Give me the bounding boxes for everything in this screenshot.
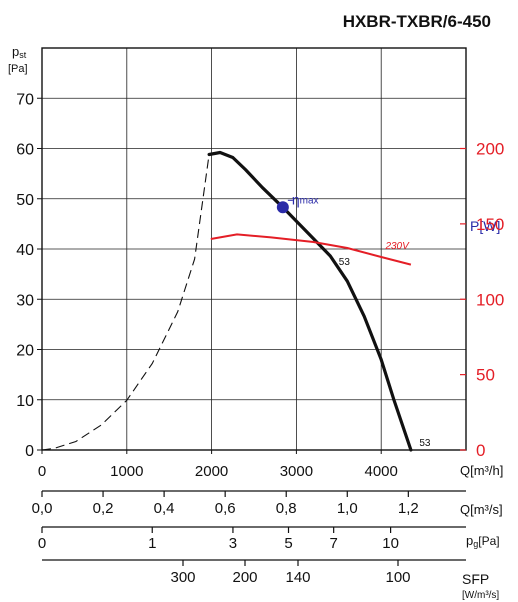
y-axis-ticks: 0 10 20 30 40 50 60 70 [16,91,42,460]
y-tick-label: 50 [16,192,34,209]
y-tick-label: 10 [16,393,34,410]
q-s-axis-ticks: 0,0 0,2 0,4 0,6 0,8 1,0 1,2 [32,491,419,517]
power-axis-label: P[W] [470,218,500,234]
pg-tick-label: 7 [329,535,337,552]
pressure-curve-unstable [41,154,210,451]
pg-tick-label: 0 [38,535,46,552]
x-axis-ticks: 0 1000 2000 3000 4000 [38,450,398,480]
q-s-tick-label: 1,0 [337,500,358,517]
eta-max-point [276,201,289,214]
x-axis-label: Q[m³/h] [460,463,503,478]
grid [42,48,466,450]
sfp-axis-unit: [W/m³/s] [462,590,499,601]
x-tick-label: 0 [38,463,46,480]
curves [41,150,413,452]
x-tick-label: 3000 [280,463,313,480]
x-tick-label: 2000 [195,463,228,480]
curve-end-label: 53 [419,438,431,449]
q-s-axis-label: Q[m³/s] [460,502,503,517]
chart-title: HXBR-TXBR/6-450 [343,12,491,31]
pg-axis-label: pg[Pa] [466,533,500,549]
eta-max-label: ηmax [292,191,319,207]
q-s-tick-label: 1,2 [398,500,419,517]
y-tick-label: 60 [16,142,34,159]
sfp-tick-label: 100 [385,569,410,586]
power-curve-label: 230V [384,241,410,252]
y-axis-unit: [Pa] [8,63,28,75]
curve-label: 53 [339,257,351,268]
sfp-tick-label: 140 [285,569,310,586]
power-curve [210,233,412,266]
q-s-tick-label: 0,2 [93,500,114,517]
y-tick-label: 30 [16,292,34,309]
sfp-axis-label: SFP [462,571,489,587]
q-s-tick-label: 0,6 [215,500,236,517]
sfp-tick-label: 300 [170,569,195,586]
pg-tick-label: 5 [284,535,292,552]
power-tick-label: 50 [476,366,495,385]
power-tick-label: 100 [476,290,504,309]
power-axis-ticks: 0 50 100 150 200 [460,140,504,460]
pg-tick-label: 10 [382,535,399,552]
y-tick-label: 70 [16,91,34,108]
sfp-tick-label: 200 [232,569,257,586]
y-tick-label: 40 [16,242,34,259]
pg-axis-ticks: 0 1 3 5 7 10 [38,527,399,552]
x-tick-label: 1000 [110,463,143,480]
power-tick-label: 0 [476,441,485,460]
q-s-tick-label: 0,0 [32,500,53,517]
x-tick-label: 4000 [365,463,398,480]
pg-tick-label: 3 [229,535,237,552]
y-axis-label: pst [12,44,27,60]
sfp-axis-ticks: 300 200 140 100 [170,560,411,586]
q-s-tick-label: 0,8 [276,500,297,517]
q-s-tick-label: 0,4 [154,500,175,517]
y-tick-label: 0 [25,443,34,460]
y-tick-label: 20 [16,343,34,360]
power-tick-label: 200 [476,140,504,159]
pg-tick-label: 1 [148,535,156,552]
power-tick-label: 150 [476,215,504,234]
